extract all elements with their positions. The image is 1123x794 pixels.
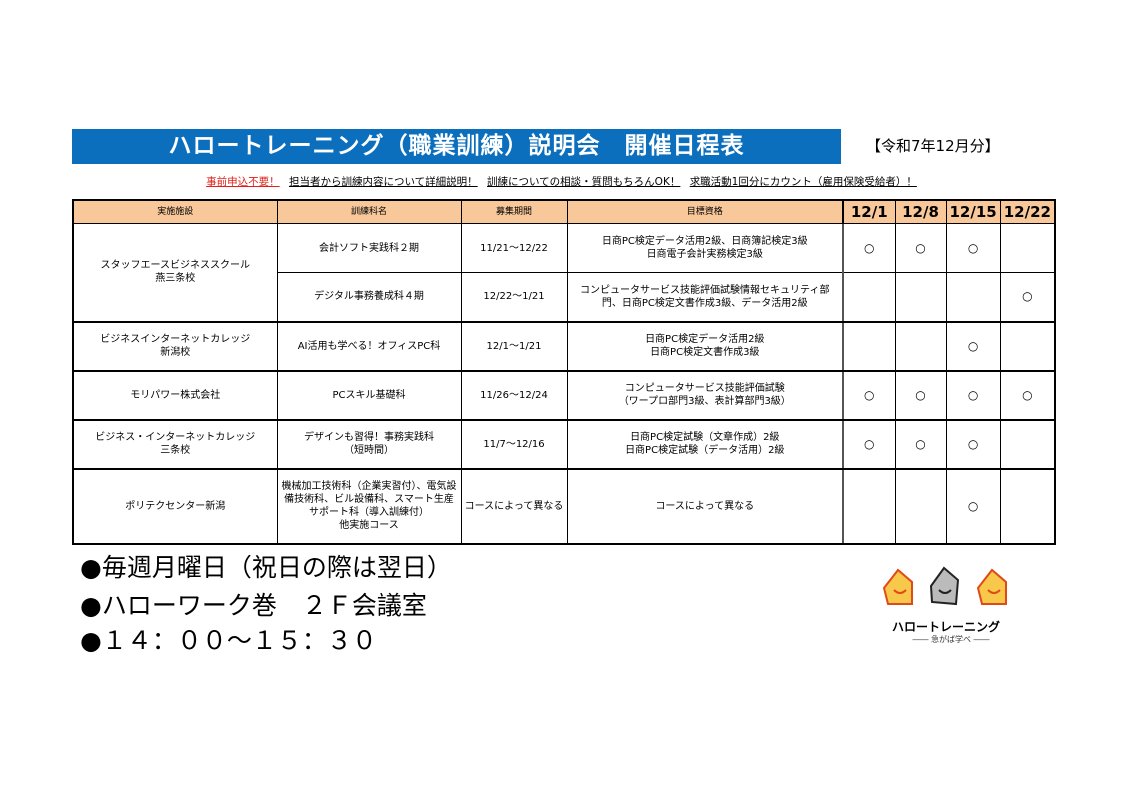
- header-qualification: 目標資格: [566, 199, 844, 224]
- cell-course: 会計ソフト実践科２期: [276, 223, 462, 273]
- cell-session-mark: ○: [999, 370, 1056, 421]
- cell-period: 11/7～12/16: [460, 419, 568, 470]
- cell-course: AI活用も学べる！オフィスPC科: [276, 321, 462, 372]
- cell-session-mark: [894, 321, 947, 372]
- cell-session-mark: ○: [842, 370, 896, 421]
- cell-period: 11/26～12/24: [460, 370, 568, 421]
- header-row: 実施施設 訓練科名 募集期間 目標資格 12/1 12/8 12/15 12/2…: [72, 199, 1056, 224]
- cell-facility: ポリテクセンター新潟: [72, 468, 278, 545]
- cell-qual: 日商PC検定データ活用2級 日商PC検定文書作成3級: [566, 321, 844, 372]
- cell-session-mark: [999, 223, 1056, 273]
- table-row: ポリテクセンター新潟 機械加工技術科（企業実習付）、電気設備技術科、ビル設備科、ス…: [72, 468, 1056, 545]
- cell-session-mark: ○: [945, 468, 1001, 545]
- schedule-table: 実施施設 訓練科名 募集期間 目標資格 12/1 12/8 12/15 12/2…: [72, 199, 1056, 545]
- cell-session-mark: ○: [945, 370, 1001, 421]
- header-date: 12/22: [999, 199, 1056, 224]
- notice-consult: 訓練についての相談・質問もちろんOK！: [487, 176, 681, 188]
- hello-training-logo: ハロートレーニング ―― 急がば学べ ――: [876, 560, 1026, 650]
- cell-qual: コースによって異なる: [566, 468, 844, 545]
- cell-qual: コンピュータサービス技能評価試験情報セキュリティ部門、日商PC検定文書作成3級、…: [566, 272, 844, 323]
- logo-tagline-text: 急がば学べ: [931, 635, 971, 644]
- header-course: 訓練科名: [276, 199, 462, 224]
- cell-qual: コンピュータサービス技能評価試験 （ワープロ部門3級、表計算部門3級）: [566, 370, 844, 421]
- cell-session-mark: ○: [945, 419, 1001, 470]
- logo-name: ハロートレーニング: [892, 620, 1001, 634]
- header-date: 12/8: [894, 199, 947, 224]
- cell-period: 12/1～1/21: [460, 321, 568, 372]
- info-day: ●毎週月曜日（祝日の際は翌日）: [80, 553, 452, 582]
- cell-qual: 日商PC検定データ活用2級、日商簿記検定3級 日商電子会計実務検定3級: [566, 223, 844, 273]
- cell-session-mark: ○: [894, 370, 947, 421]
- header-period: 募集期間: [460, 199, 568, 224]
- cell-session-mark: [999, 419, 1056, 470]
- header-date: 12/15: [945, 199, 1001, 224]
- logo-tagline: ―― 急がば学べ ――: [912, 635, 990, 644]
- cell-facility: モリパワー株式会社: [72, 370, 278, 421]
- info-time: ●１４：００～１５：３０: [80, 626, 377, 655]
- cell-session-mark: [842, 321, 896, 372]
- mascot-icon: [882, 566, 1007, 606]
- cell-course: デザインも習得！事務実践科 （短時間）: [276, 419, 462, 470]
- header-date: 12/1: [842, 199, 896, 224]
- notice-explanation: 担当者から訓練内容について詳細説明！: [288, 176, 478, 188]
- table-row: ビジネス・インターネットカレッジ 三条校 デザインも習得！事務実践科 （短時間） 1…: [72, 419, 1056, 470]
- table-row: デジタル事務養成科４期 12/22～1/21 コンピュータサービス技能評価試験情報セ…: [73, 272, 1056, 323]
- cell-session-mark: ○: [894, 419, 947, 470]
- cell-course: 機械加工技術科（企業実習付）、電気設備技術科、ビル設備科、スマート生産サポート科…: [276, 468, 462, 545]
- notice-line: 事前申込不要！ 担当者から訓練内容について詳細説明！ 訓練についての相談・質問も…: [0, 174, 1123, 189]
- cell-session-mark: ○: [842, 223, 896, 273]
- cell-period: コースによって異なる: [460, 468, 568, 545]
- cell-facility: スタッフエースビジネススクール 燕三条校: [72, 223, 278, 323]
- page-title: ハロートレーニング（職業訓練）説明会 開催日程表: [72, 129, 841, 164]
- cell-session-mark: [842, 468, 896, 545]
- cell-course: PCスキル基礎科: [276, 370, 462, 421]
- cell-session-mark: [999, 468, 1056, 545]
- period-label: 【令和7年12月分】: [866, 137, 1000, 155]
- cell-session-mark: [894, 468, 947, 545]
- cell-session-mark: [842, 272, 896, 323]
- cell-session-mark: [945, 272, 1001, 323]
- table-row: スタッフエースビジネススクール 燕三条校 会計ソフト実践科２期 11/21～12/2…: [72, 223, 1056, 323]
- table-row: ビジネスインターネットカレッジ 新潟校 AI活用も学べる！オフィスPC科 12/1～…: [72, 321, 1056, 372]
- cell-session-mark: ○: [945, 321, 1001, 372]
- cell-period: 11/21～12/22: [460, 223, 568, 273]
- cell-session-mark: ○: [945, 223, 1001, 273]
- cell-qual: 日商PC検定試験（文章作成）2級 日商PC検定試験（データ活用）2級: [566, 419, 844, 470]
- cell-facility: ビジネス・インターネットカレッジ 三条校: [72, 419, 278, 470]
- cell-session-mark: [894, 272, 947, 323]
- cell-session-mark: [999, 321, 1056, 372]
- cell-session-mark: ○: [999, 272, 1056, 323]
- cell-session-mark: ○: [842, 419, 896, 470]
- header-facility: 実施施設: [72, 199, 278, 224]
- table-row: モリパワー株式会社 PCスキル基礎科 11/26～12/24 コンピュータサービス技能…: [72, 370, 1056, 421]
- cell-course: デジタル事務養成科４期: [276, 272, 462, 323]
- info-location: ●ハローワーク巻 ２Ｆ会議室: [80, 591, 427, 620]
- cell-session-mark: ○: [894, 223, 947, 273]
- cell-period: 12/22～1/21: [460, 272, 568, 323]
- cell-facility: ビジネスインターネットカレッジ 新潟校: [72, 321, 278, 372]
- notice-job-search: 求職活動1回分にカウント（雇用保険受給者）！: [689, 176, 917, 188]
- notice-no-reservation: 事前申込不要！: [206, 176, 280, 188]
